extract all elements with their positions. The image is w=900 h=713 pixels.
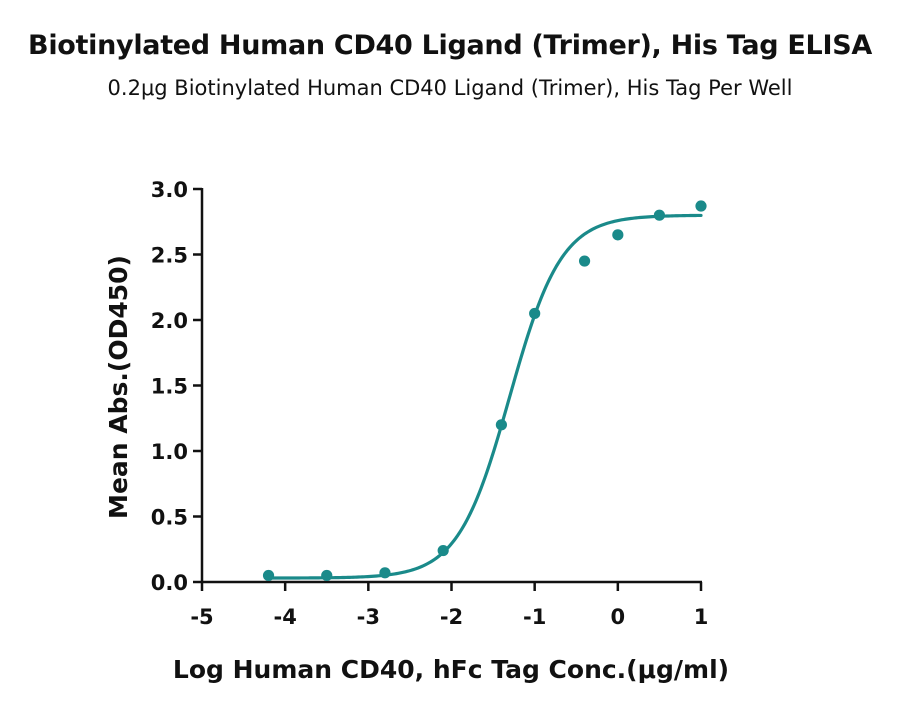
x-tick-label: -4 bbox=[274, 605, 297, 629]
x-tick-label: 1 bbox=[694, 605, 709, 629]
y-tick-label: 1.5 bbox=[151, 375, 188, 399]
x-tick-label: 0 bbox=[611, 605, 626, 629]
x-tick-label: -3 bbox=[357, 605, 380, 629]
chart-title: Biotinylated Human CD40 Ligand (Trimer),… bbox=[28, 30, 872, 61]
data-point bbox=[578, 255, 591, 267]
data-point bbox=[321, 569, 333, 582]
x-tick-label: -1 bbox=[523, 605, 546, 629]
y-tick-label: 1.0 bbox=[151, 440, 188, 464]
data-point bbox=[262, 569, 275, 582]
fit-curve bbox=[266, 213, 703, 580]
data-point bbox=[495, 419, 507, 431]
x-tick-label: -2 bbox=[440, 605, 463, 629]
data-point bbox=[653, 209, 666, 221]
y-tick-label: 2.0 bbox=[151, 309, 188, 333]
y-axis-ticks: 0.0 0.5 1.0 1.5 2.0 2.5 3.0 bbox=[151, 178, 202, 595]
y-tick-label: 0.0 bbox=[151, 571, 188, 595]
x-tick-label: -5 bbox=[190, 605, 213, 629]
data-point bbox=[695, 200, 707, 212]
data-point bbox=[437, 544, 449, 557]
data-points bbox=[262, 200, 707, 582]
y-axis-label: Mean Abs.(OD450) bbox=[104, 255, 133, 519]
y-tick-label: 3.0 bbox=[151, 178, 188, 202]
x-axis-label: Log Human CD40, hFc Tag Conc.(μg/ml) bbox=[173, 655, 729, 684]
y-tick-label: 0.5 bbox=[151, 506, 188, 530]
axes bbox=[200, 188, 702, 584]
chart-subtitle: 0.2μg Biotinylated Human CD40 Ligand (Tr… bbox=[107, 76, 793, 100]
data-point bbox=[612, 229, 624, 241]
x-axis-ticks: -5 -4 -3 -2 -1 0 1 bbox=[190, 582, 708, 629]
data-point bbox=[379, 567, 391, 579]
y-tick-label: 2.5 bbox=[151, 244, 188, 268]
data-point bbox=[529, 307, 541, 320]
